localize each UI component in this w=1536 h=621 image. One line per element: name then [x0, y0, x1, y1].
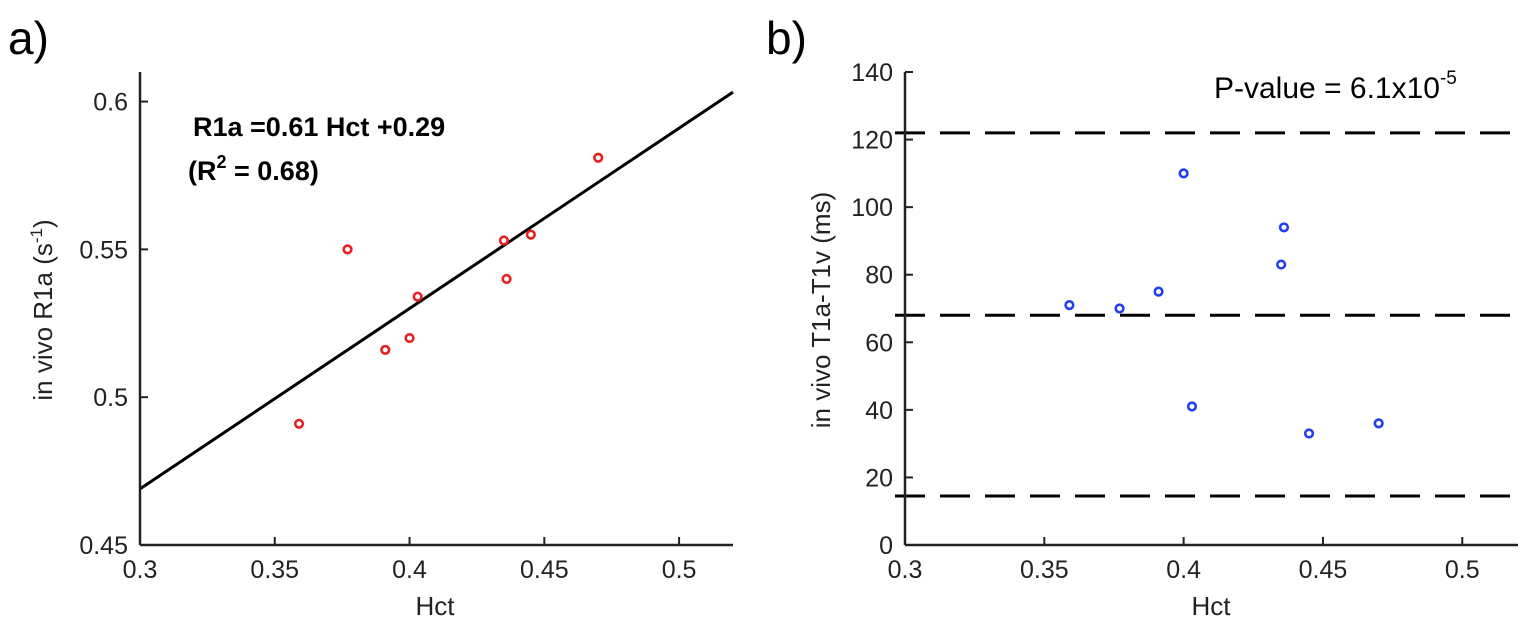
chart-b-y-tick-label: 60 [865, 329, 893, 357]
chart-b-y-tick-label: 0 [879, 532, 893, 560]
chart-a-data-point [525, 229, 536, 240]
chart-a-data-point [404, 332, 415, 344]
chart-b-data-point [1153, 286, 1164, 297]
chart-b-x-tick-label: 0.4 [1166, 556, 1201, 584]
chart-b-axes [903, 72, 1518, 547]
chart-a-x-tick-label: 0.3 [123, 556, 158, 584]
chart-b-x-tick-label: 0.35 [1020, 556, 1069, 584]
chart-a-data-point [380, 344, 391, 355]
chart-a-x-ticks: 0.3 0.35 0.4 0.45 0.5 [123, 537, 697, 584]
chart-b-p-value: P-value = 6.1x10-5 [1214, 68, 1457, 105]
chart-a-y-axis-title: in vivo R1a (s-1) [27, 219, 58, 400]
chart-b-data-point [1064, 300, 1075, 311]
chart-b-data-point [1303, 428, 1315, 439]
chart-a-y-tick-label: 0.45 [79, 532, 128, 560]
chart-a-x-tick-label: 0.45 [520, 556, 569, 584]
chart-a-data-point [501, 273, 512, 285]
panel-label-b: b) [766, 12, 807, 64]
chart-a-x-tick-label: 0.4 [392, 556, 427, 584]
chart-b-y-tick-label: 40 [865, 397, 893, 425]
chart-a-axes [138, 72, 733, 547]
chart-b-data-point [1114, 303, 1125, 314]
chart-a-x-tick-label: 0.5 [662, 556, 697, 584]
chart-a-y-tick-label: 0.55 [79, 236, 128, 264]
chart-a-points [293, 152, 604, 429]
chart-b-y-tick-label: 20 [865, 464, 893, 492]
chart-a: 0.3 0.35 0.4 0.45 0.5 0.45 0.5 0.55 0.6 Hct in … [27, 72, 734, 621]
chart-b-x-tick-label: 0.5 [1445, 556, 1480, 584]
chart-b-x-tick-label: 0.45 [1299, 556, 1348, 584]
chart-a-y-tick-label: 0.5 [93, 384, 128, 412]
chart-b-y-axis-title: in vivo T1a-T1v (ms) [806, 192, 836, 428]
chart-a-y-tick-label: 0.6 [93, 89, 128, 117]
chart-a-x-tick-label: 0.35 [250, 556, 299, 584]
chart-b-y-tick-label: 120 [851, 127, 893, 155]
chart-a-y-axis-title-close: ) [28, 219, 58, 228]
chart-b-data-point [1276, 259, 1287, 270]
chart-a-data-point [342, 244, 353, 255]
chart-b: 0.3 0.35 0.4 0.45 0.5 0 20 40 60 80 100 120 140 Hct… [806, 59, 1518, 621]
chart-b-y-tick-label: 80 [865, 262, 893, 290]
chart-b-points [1064, 168, 1384, 439]
chart-a-y-ticks: 0.45 0.5 0.55 0.6 [79, 89, 148, 560]
chart-a-x-axis-title: Hct [416, 591, 456, 621]
chart-b-reference-lines [895, 131, 1518, 498]
chart-b-data-point [1373, 418, 1384, 429]
chart-a-r-squared: (R2 = 0.68) [188, 152, 319, 186]
chart-b-y-ticks: 0 20 40 60 80 100 120 140 [851, 59, 913, 560]
chart-b-data-point [1186, 401, 1198, 412]
chart-b-data-point [1178, 168, 1189, 179]
chart-a-data-point [412, 291, 423, 302]
chart-a-r-squared-post: = 0.68) [227, 156, 319, 186]
chart-a-data-point [293, 418, 305, 429]
chart-a-y-axis-title-sup: -1 [27, 228, 46, 243]
chart-a-fit-equation: R1a =0.61 Hct +0.29 [193, 112, 445, 142]
chart-b-x-ticks: 0.3 0.35 0.4 0.45 0.5 [888, 537, 1480, 584]
chart-b-data-point [1278, 222, 1290, 233]
chart-b-p-value-main: P-value = 6.1x10 [1214, 72, 1440, 105]
chart-b-p-value-sup: -5 [1440, 68, 1457, 89]
chart-b-x-tick-label: 0.3 [888, 556, 923, 584]
chart-a-data-point [498, 235, 509, 246]
chart-b-x-axis-title: Hct [1192, 591, 1232, 621]
chart-a-regression-line [139, 90, 734, 491]
chart-a-r-squared-pre: (R [188, 156, 217, 186]
chart-b-y-tick-label: 140 [851, 59, 893, 87]
panel-label-a: a) [8, 12, 49, 64]
chart-b-y-tick-label: 100 [851, 194, 893, 222]
chart-a-y-axis-title-main: in vivo R1a (s [28, 243, 58, 401]
chart-a-data-point [593, 152, 604, 163]
chart-a-r-squared-sup: 2 [217, 152, 227, 172]
chart-a-fit-line-group [139, 90, 734, 491]
